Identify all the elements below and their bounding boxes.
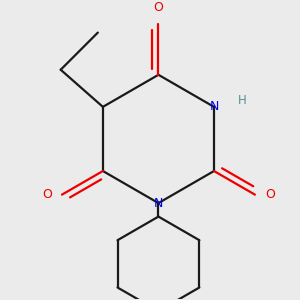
Text: N: N [209, 100, 219, 113]
Text: N: N [154, 196, 163, 210]
Text: O: O [42, 188, 52, 201]
Text: O: O [265, 188, 275, 201]
Text: H: H [238, 94, 246, 106]
Text: O: O [154, 1, 164, 14]
